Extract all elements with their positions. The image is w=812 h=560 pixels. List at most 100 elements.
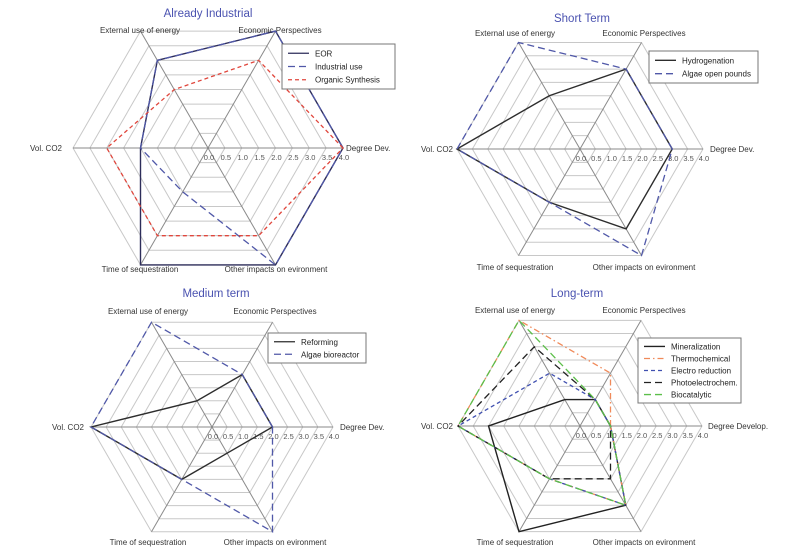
axis-line — [579, 320, 642, 427]
axis-label: Other impacts on evironment — [225, 265, 328, 274]
tick-label: 3.5 — [683, 431, 693, 440]
legend-label: Mineralization — [671, 342, 720, 351]
series-line — [456, 345, 612, 480]
axis-label: Vol. CO2 — [30, 144, 63, 153]
axis-label: Time of sequestration — [477, 263, 554, 272]
tick-label: 2.5 — [653, 154, 663, 163]
axis-label: External use of energy — [475, 306, 555, 315]
legend: Hydrogenation Algae open pounds — [648, 50, 759, 84]
axis-label: External use of energy — [100, 26, 180, 35]
legend-label: Thermochemical — [671, 354, 730, 363]
axis-label: Vol. CO2 — [52, 423, 85, 432]
tick-label: 3.0 — [668, 154, 678, 163]
legend-label: Electro reduction — [671, 367, 731, 376]
tick-label: 4.0 — [698, 431, 708, 440]
tick-label: 1.0 — [606, 431, 616, 440]
series-line — [456, 372, 627, 507]
tick-label: 3.5 — [322, 153, 332, 162]
axis-label: Economic Perspectives — [602, 306, 685, 315]
legend-box — [637, 337, 742, 404]
axis-label: Degree Dev. — [346, 144, 390, 153]
series-line — [105, 59, 344, 237]
legend-label: EOR — [315, 49, 333, 58]
axis-label: Vol. CO2 — [421, 145, 454, 154]
legend: Reforming Algae bioreactor — [267, 332, 367, 364]
tick-label: 2.5 — [652, 431, 662, 440]
tick-label: 1.5 — [253, 432, 263, 441]
axis-label: Vol. CO2 — [421, 422, 454, 431]
axis-label: Degree Develop. — [708, 422, 768, 431]
tick-label: 2.0 — [268, 432, 278, 441]
tick-label: 1.0 — [238, 153, 248, 162]
tick-label: 2.0 — [637, 154, 647, 163]
tick-label: 1.0 — [238, 432, 248, 441]
tick-label: 0.0 — [576, 154, 586, 163]
axis-label: Economic Perspectives — [233, 307, 316, 316]
legend: EOR Industrial use Organic Synthesis — [281, 43, 396, 90]
axis-line — [207, 147, 276, 266]
axis-label: Other impacts on evironment — [593, 538, 696, 547]
tick-label: 0.5 — [591, 154, 601, 163]
legend-label: Photoelectrochem. — [671, 379, 738, 388]
tick-label: 0.5 — [223, 432, 233, 441]
axis-label: Economic Perspectives — [602, 29, 685, 38]
axis-line — [211, 426, 273, 533]
legend-label: Organic Synthesis — [315, 76, 380, 85]
tick-label: 3.5 — [683, 154, 693, 163]
tick-label: 0.5 — [591, 431, 601, 440]
axis-label: Time of sequestration — [477, 538, 554, 547]
tick-label: 4.0 — [699, 154, 709, 163]
tick-label: 0.0 — [576, 431, 586, 440]
axis-label: Other impacts on evironment — [224, 538, 327, 547]
axis-line — [579, 42, 642, 150]
axis-line — [518, 320, 581, 427]
axis-line — [151, 321, 213, 428]
tick-label: 0.0 — [204, 153, 214, 162]
axis-label: Economic Perspectives — [238, 26, 321, 35]
legend-label: Hydrogenation — [682, 56, 734, 65]
series-line — [139, 30, 344, 266]
tick-label: 2.0 — [637, 431, 647, 440]
axis-label: Degree Dev. — [340, 423, 384, 432]
tick-label: 2.0 — [271, 153, 281, 162]
axis-label: Other impacts on evironment — [593, 263, 696, 272]
legend-label: Algae bioreactor — [301, 350, 360, 359]
axis-label: External use of energy — [108, 307, 188, 316]
legend-label: Biocatalytic — [671, 391, 711, 400]
tick-label: 1.5 — [254, 153, 264, 162]
axis-label: Time of sequestration — [110, 538, 187, 547]
tick-label: 1.5 — [622, 431, 632, 440]
tick-label: 1.5 — [622, 154, 632, 163]
legend-label: Reforming — [301, 338, 338, 347]
chart-title: Medium term — [182, 288, 249, 300]
chart-title: Long-term — [551, 288, 603, 300]
legend-label: Algae open pounds — [682, 70, 751, 79]
tick-label: 1.0 — [607, 154, 617, 163]
axis-label: Time of sequestration — [102, 265, 179, 274]
axis-label: Degree Dev. — [710, 145, 754, 154]
series-line — [456, 41, 673, 257]
tick-label: 3.0 — [667, 431, 677, 440]
axis-line — [140, 147, 209, 266]
tick-label: 2.5 — [283, 432, 293, 441]
axis-line — [579, 148, 642, 256]
chart-title: Short Term — [554, 13, 610, 25]
tick-label: 3.5 — [314, 432, 324, 441]
tick-label: 0.0 — [208, 432, 218, 441]
legend: Mineralization Thermochemical Electro redu… — [637, 337, 742, 404]
tick-label: 4.0 — [339, 153, 349, 162]
chart-title: Already Industrial — [164, 8, 253, 20]
series-line — [90, 321, 274, 533]
tick-label: 4.0 — [329, 432, 339, 441]
legend-label: Industrial use — [315, 63, 363, 72]
legend-box — [648, 50, 759, 84]
legend-box — [267, 332, 367, 364]
tick-label: 3.0 — [299, 432, 309, 441]
tick-label: 0.5 — [221, 153, 231, 162]
axis-line — [207, 30, 276, 149]
